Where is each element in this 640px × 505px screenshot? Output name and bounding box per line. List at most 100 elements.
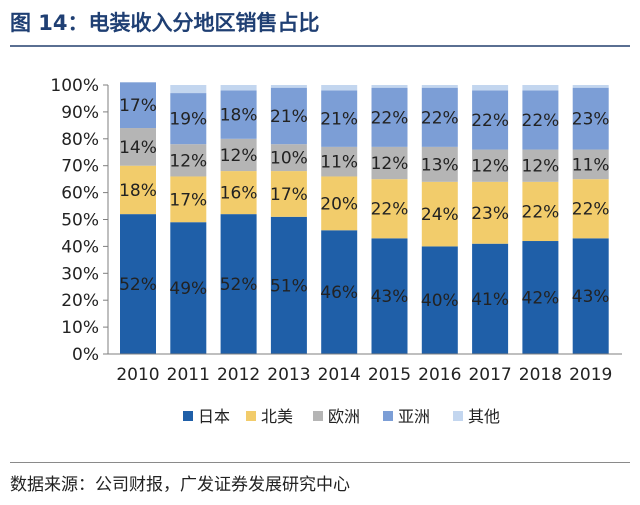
bar-segment xyxy=(371,146,408,180)
legend-swatch xyxy=(246,411,256,421)
legend-swatch xyxy=(383,411,393,421)
y-tick-label: 20% xyxy=(61,291,99,311)
source-note: 数据来源：公司财报，广发证券发展研究中心 xyxy=(10,475,350,495)
data-label: 12% xyxy=(522,157,560,177)
bar-segment xyxy=(572,238,609,354)
data-label: 22% xyxy=(471,111,509,131)
bar-segment xyxy=(522,241,559,354)
data-label: 14% xyxy=(119,138,157,158)
bar-segment xyxy=(472,90,509,150)
data-label: 18% xyxy=(220,106,258,126)
x-tick-label: 2010 xyxy=(116,365,159,385)
bar-segment xyxy=(572,149,609,180)
bar-segment xyxy=(220,85,257,91)
bar-segment xyxy=(371,179,408,239)
bar-segment xyxy=(522,85,559,91)
data-label: 41% xyxy=(471,290,509,310)
bar-segment xyxy=(270,216,307,354)
source-divider xyxy=(10,462,630,463)
data-label: 24% xyxy=(421,205,459,225)
x-tick-label: 2018 xyxy=(519,365,562,385)
bar-segment xyxy=(321,176,358,231)
y-tick-label: 0% xyxy=(72,345,99,365)
bar-segment xyxy=(572,87,609,150)
figure-title: 图 14：电装收入分地区销售占比 xyxy=(10,11,320,35)
data-label: 21% xyxy=(270,107,308,127)
data-label: 23% xyxy=(572,110,610,130)
data-label: 40% xyxy=(421,291,459,311)
bar-segment xyxy=(421,87,458,147)
bar-segment xyxy=(421,246,458,354)
legend-label: 日本 xyxy=(198,407,230,426)
y-tick-label: 60% xyxy=(61,184,99,204)
data-label: 12% xyxy=(220,146,258,166)
bar-segment xyxy=(321,90,358,147)
bar-segment xyxy=(421,85,458,88)
y-tick-label: 50% xyxy=(61,211,99,231)
x-tick-label: 2014 xyxy=(318,365,361,385)
x-tick-label: 2017 xyxy=(468,365,511,385)
data-label: 23% xyxy=(471,204,509,224)
bar-segment xyxy=(270,144,307,172)
bar-segment xyxy=(120,165,156,215)
bar-segment xyxy=(321,230,358,354)
x-tick-label: 2016 xyxy=(418,365,461,385)
data-label: 22% xyxy=(371,200,409,220)
bar-segment xyxy=(270,171,307,217)
bar-segment xyxy=(170,85,207,94)
x-tick-label: 2013 xyxy=(267,365,310,385)
y-tick-label: 90% xyxy=(61,103,99,123)
bar-segment xyxy=(572,179,609,239)
bar-segment xyxy=(170,93,207,145)
data-label: 17% xyxy=(119,96,157,116)
data-label: 19% xyxy=(169,110,207,130)
title-divider xyxy=(10,45,630,47)
bar-segment xyxy=(270,87,307,145)
bar-segment xyxy=(522,149,559,182)
data-label: 22% xyxy=(572,200,610,220)
data-label: 22% xyxy=(421,108,459,128)
data-label: 11% xyxy=(572,155,610,175)
data-label: 22% xyxy=(522,111,560,131)
data-label: 22% xyxy=(522,202,560,222)
data-label: 13% xyxy=(421,155,459,175)
bar-segment xyxy=(371,87,408,147)
bar-segment xyxy=(522,181,559,242)
bar-segment xyxy=(572,85,609,88)
bar-segment xyxy=(472,243,509,354)
bar-segment xyxy=(522,90,559,150)
legend-label: 亚洲 xyxy=(398,407,430,426)
data-label: 52% xyxy=(119,275,157,295)
data-label: 22% xyxy=(371,108,409,128)
data-label: 12% xyxy=(471,157,509,177)
legend-swatch xyxy=(453,411,463,421)
data-label: 16% xyxy=(220,184,258,204)
data-label: 17% xyxy=(270,185,308,205)
data-label: 18% xyxy=(119,181,157,201)
y-tick-label: 40% xyxy=(61,237,99,257)
y-tick-label: 70% xyxy=(61,157,99,177)
bar-segment xyxy=(371,85,408,88)
y-tick-label: 10% xyxy=(61,318,99,338)
x-tick-label: 2015 xyxy=(368,365,411,385)
y-tick-label: 80% xyxy=(61,130,99,150)
bar-segment xyxy=(220,138,257,172)
data-label: 52% xyxy=(220,275,258,295)
data-label: 11% xyxy=(320,153,358,173)
data-label: 21% xyxy=(320,110,358,130)
x-tick-label: 2011 xyxy=(167,365,210,385)
data-label: 12% xyxy=(371,154,409,174)
data-label: 12% xyxy=(169,151,207,171)
data-label: 20% xyxy=(320,194,358,214)
data-label: 43% xyxy=(572,287,610,307)
bar-segment xyxy=(220,171,257,215)
bar-segment xyxy=(170,144,207,177)
legend-label: 其他 xyxy=(468,407,500,426)
bar-segment xyxy=(472,149,509,182)
bar-segment xyxy=(472,85,509,91)
bar-segment xyxy=(371,238,408,354)
x-tick-label: 2012 xyxy=(217,365,260,385)
data-label: 49% xyxy=(169,279,207,299)
data-label: 51% xyxy=(270,276,308,296)
bar-segment xyxy=(220,214,257,354)
